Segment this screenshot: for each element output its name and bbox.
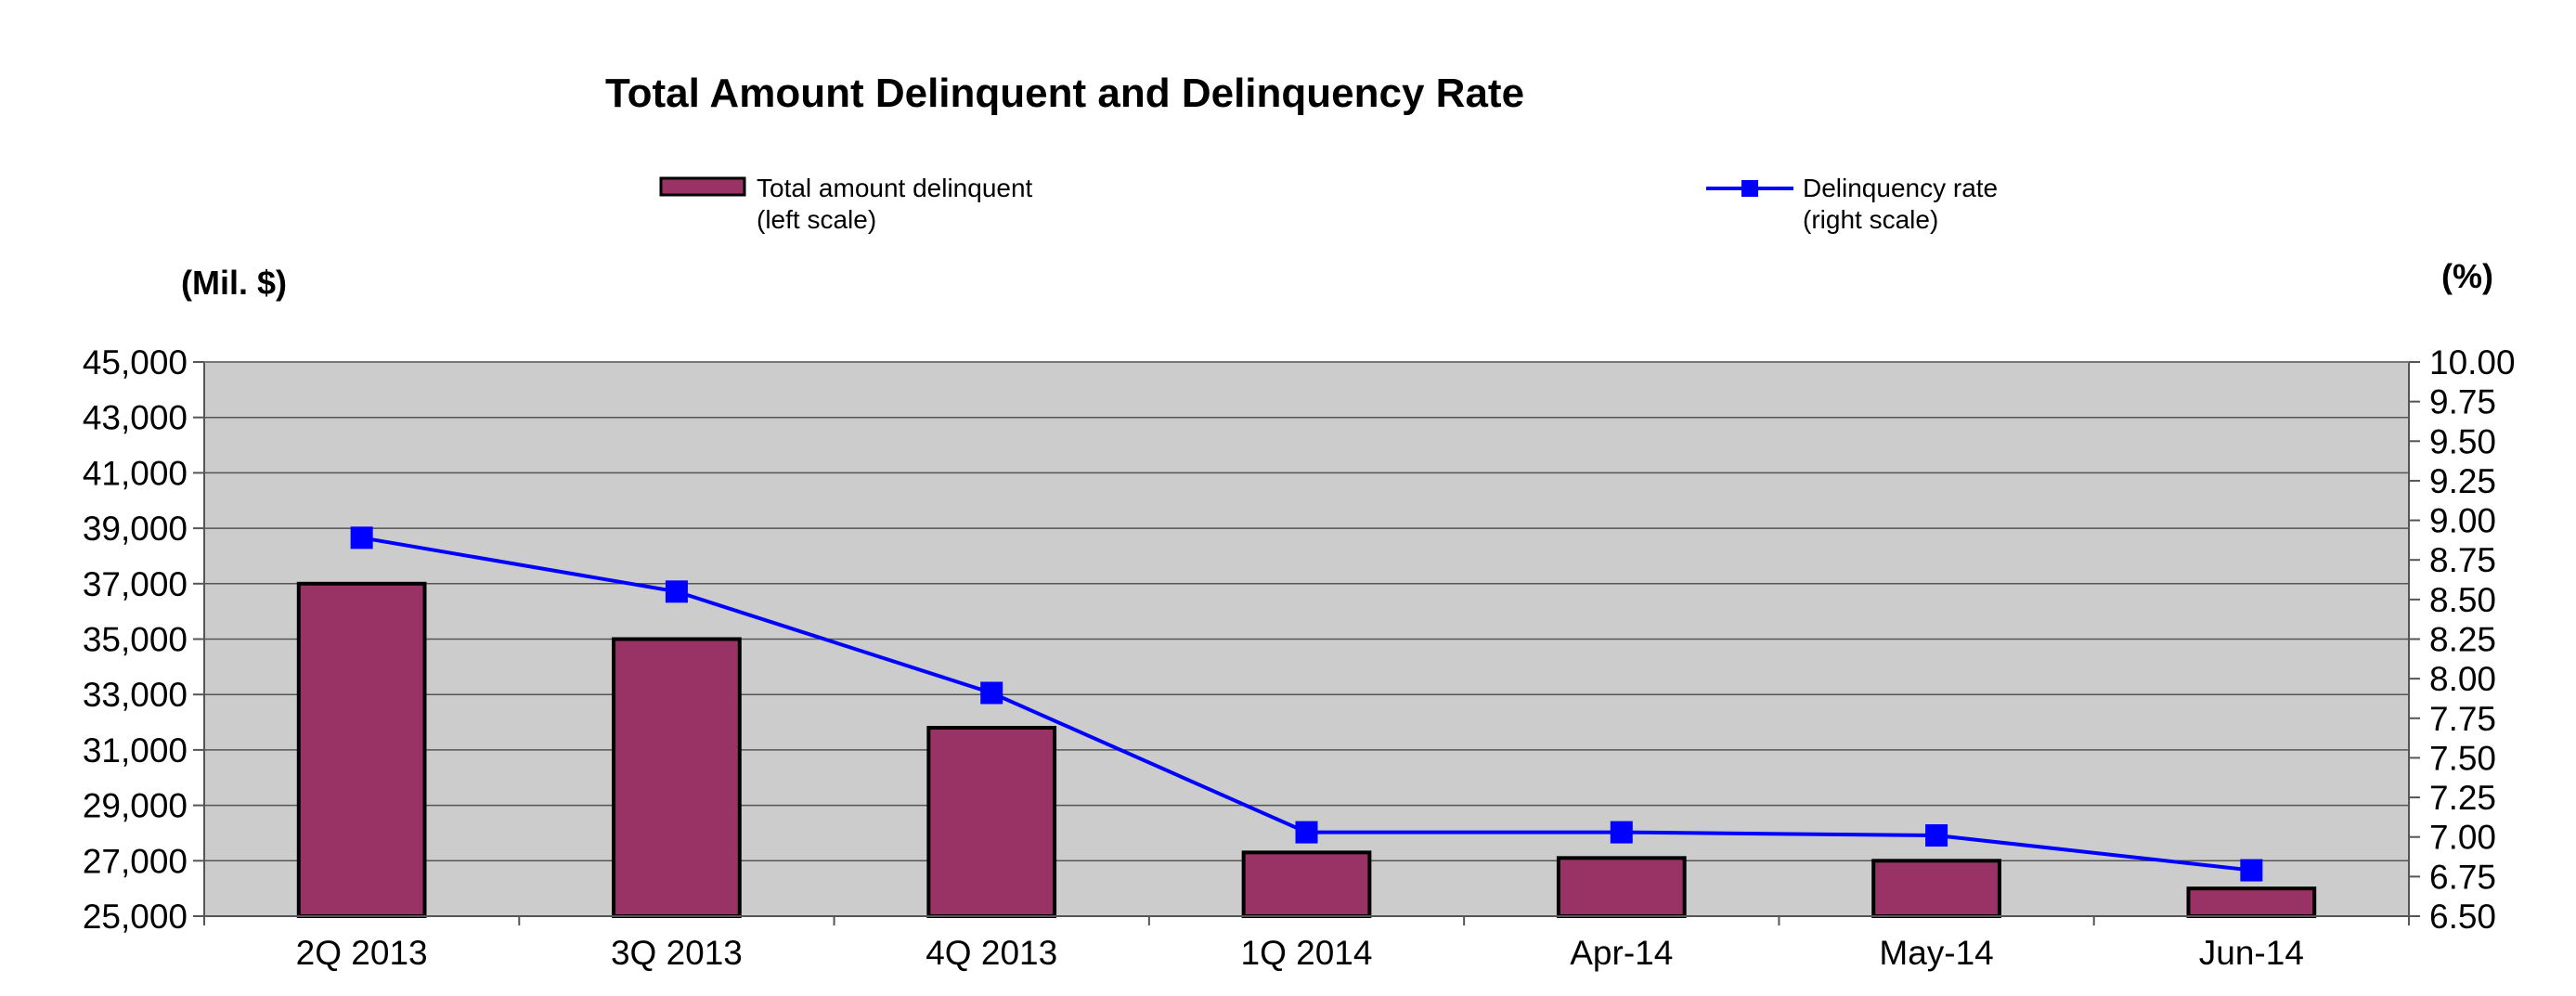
plot-area: 25,000 27,000 29,000 31,000 33,000 35,000 37,0… (83, 343, 2516, 972)
x-tick-label: 2Q 2013 (296, 934, 428, 972)
legend-swatch-bars (659, 176, 746, 197)
right-tick-label: 10.00 (2429, 343, 2516, 382)
rate-point-6 (1925, 824, 1948, 847)
legend-label-rate: Delinquency rate (1803, 174, 1998, 202)
left-tick-label: 39,000 (83, 510, 188, 548)
right-tick-label: 7.00 (2429, 819, 2496, 857)
rate-point-3 (980, 681, 1003, 705)
left-tick-label: 33,000 (83, 676, 188, 714)
chart-title: Total Amount Delinquent and Delinquency … (605, 71, 1524, 116)
bar-4 (1241, 850, 1372, 918)
x-tick-label: Jun-14 (2199, 934, 2304, 972)
right-tick-label: 9.00 (2429, 502, 2496, 540)
left-tick-label: 25,000 (83, 898, 188, 936)
right-tick-label: 9.50 (2429, 422, 2496, 460)
bar-3 (926, 726, 1057, 919)
right-tick-label: 6.50 (2429, 898, 2496, 936)
right-tick-label: 8.25 (2429, 621, 2496, 659)
x-tick-label: 3Q 2013 (611, 934, 743, 972)
x-tick-label: 4Q 2013 (926, 934, 1057, 972)
right-tick-label: 6.75 (2429, 858, 2496, 896)
right-tick-label: 7.25 (2429, 779, 2496, 817)
right-tick-label: 8.75 (2429, 541, 2496, 579)
rate-point-7 (2240, 859, 2263, 882)
left-tick-label: 27,000 (83, 842, 188, 880)
legend-note-rate: (right scale) (1803, 205, 1938, 234)
left-tick-label: 45,000 (83, 343, 188, 382)
bar-2 (612, 637, 742, 918)
right-tick-label: 9.75 (2429, 383, 2496, 421)
right-tick-label: 8.50 (2429, 581, 2496, 619)
legend-note-bars: (left scale) (757, 205, 876, 234)
bar-1 (296, 581, 427, 918)
left-tick-label: 41,000 (83, 454, 188, 492)
left-tick-label: 37,000 (83, 565, 188, 603)
rate-point-2 (665, 580, 688, 603)
legend: Total amount delinquent (left scale) Del… (659, 174, 1998, 234)
x-tick-label: 1Q 2014 (1241, 934, 1373, 972)
right-tick-label: 9.25 (2429, 462, 2496, 500)
left-axis-unit: (Mil. $) (181, 264, 287, 302)
left-tick-label: 43,000 (83, 399, 188, 437)
legend-marker-rate (1741, 180, 1758, 197)
left-tick-label: 29,000 (83, 787, 188, 825)
legend-label-bars: Total amount delinquent (757, 174, 1033, 202)
right-tick-label: 7.50 (2429, 739, 2496, 777)
right-tick-label: 8.00 (2429, 660, 2496, 698)
left-tick-label: 31,000 (83, 731, 188, 770)
rate-point-5 (1610, 821, 1633, 844)
rate-point-1 (350, 526, 373, 550)
rate-point-4 (1295, 821, 1318, 844)
x-tick-label: May-14 (1879, 934, 1993, 972)
left-tick-label: 35,000 (83, 621, 188, 659)
right-tick-label: 7.75 (2429, 700, 2496, 738)
right-axis-unit: (%) (2441, 257, 2493, 295)
bar-7 (2186, 886, 2317, 919)
bar-5 (1556, 856, 1687, 919)
x-tick-label: Apr-14 (1570, 934, 1673, 972)
bar-6 (1871, 859, 2001, 918)
